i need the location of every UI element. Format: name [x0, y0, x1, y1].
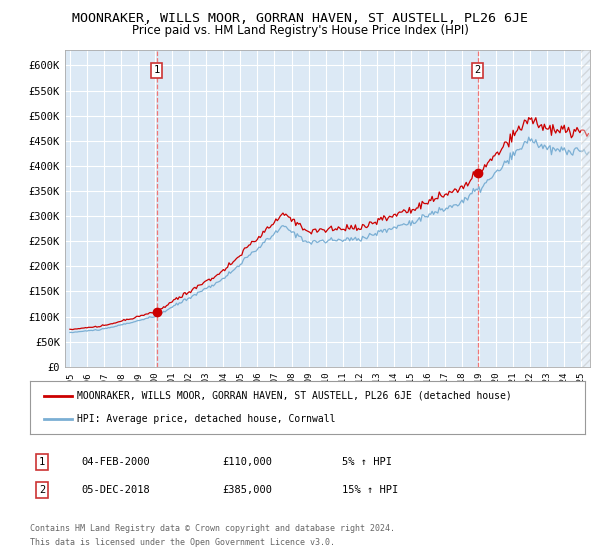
- Text: Contains HM Land Registry data © Crown copyright and database right 2024.: Contains HM Land Registry data © Crown c…: [30, 524, 395, 533]
- Text: 5% ↑ HPI: 5% ↑ HPI: [342, 457, 392, 467]
- Text: MOONRAKER, WILLS MOOR, GORRAN HAVEN, ST AUSTELL, PL26 6JE: MOONRAKER, WILLS MOOR, GORRAN HAVEN, ST …: [72, 12, 528, 25]
- Text: Price paid vs. HM Land Registry's House Price Index (HPI): Price paid vs. HM Land Registry's House …: [131, 24, 469, 37]
- Text: HPI: Average price, detached house, Cornwall: HPI: Average price, detached house, Corn…: [77, 414, 335, 424]
- Text: 15% ↑ HPI: 15% ↑ HPI: [342, 485, 398, 495]
- Text: £385,000: £385,000: [222, 485, 272, 495]
- Text: 1: 1: [154, 66, 160, 76]
- Text: 04-FEB-2000: 04-FEB-2000: [81, 457, 150, 467]
- Text: £110,000: £110,000: [222, 457, 272, 467]
- Text: MOONRAKER, WILLS MOOR, GORRAN HAVEN, ST AUSTELL, PL26 6JE (detached house): MOONRAKER, WILLS MOOR, GORRAN HAVEN, ST …: [77, 391, 512, 401]
- Text: 2: 2: [39, 485, 45, 495]
- Text: 05-DEC-2018: 05-DEC-2018: [81, 485, 150, 495]
- Text: 2: 2: [475, 66, 481, 76]
- Text: 1: 1: [39, 457, 45, 467]
- Text: This data is licensed under the Open Government Licence v3.0.: This data is licensed under the Open Gov…: [30, 538, 335, 547]
